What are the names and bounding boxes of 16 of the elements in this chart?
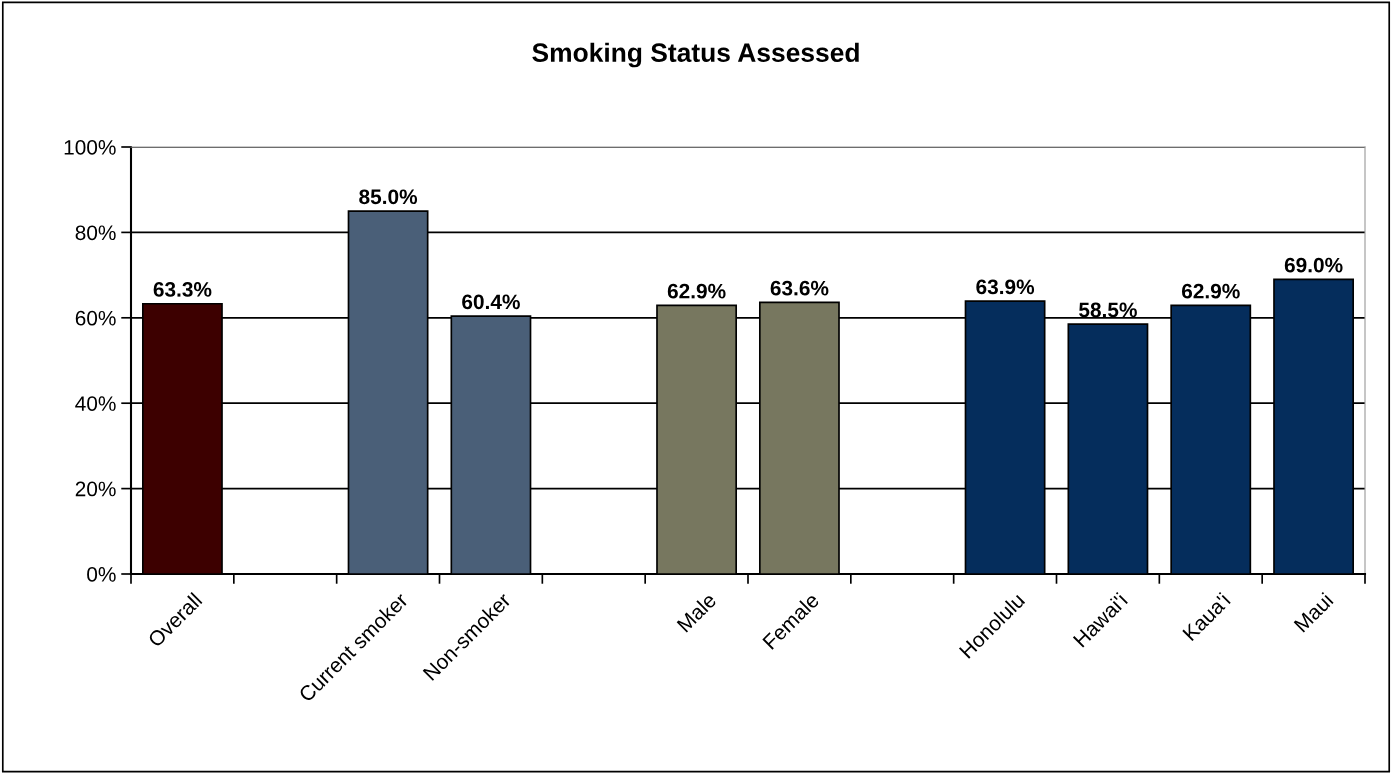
data-label: 63.6% [770, 280, 829, 296]
data-label: 63.9% [976, 279, 1035, 295]
data-label: 58.5% [1079, 302, 1137, 318]
data-label: 62.9% [1181, 283, 1240, 299]
data-label: 62.9% [667, 283, 726, 299]
y-tick-label: 40% [75, 396, 116, 411]
data-label: 60.4% [462, 294, 520, 310]
y-tick-label: 0% [87, 567, 116, 582]
data-label: 69.0% [1284, 257, 1343, 273]
chart-title: Smoking Status Assessed [532, 42, 859, 68]
data-label: 63.3% [153, 282, 212, 297]
y-tick-label: 100% [64, 140, 116, 155]
y-tick-label: 20% [75, 481, 116, 497]
y-tick-label: 80% [75, 225, 116, 241]
y-tick-label: 60% [75, 310, 116, 326]
data-label: 85.0% [359, 189, 418, 205]
